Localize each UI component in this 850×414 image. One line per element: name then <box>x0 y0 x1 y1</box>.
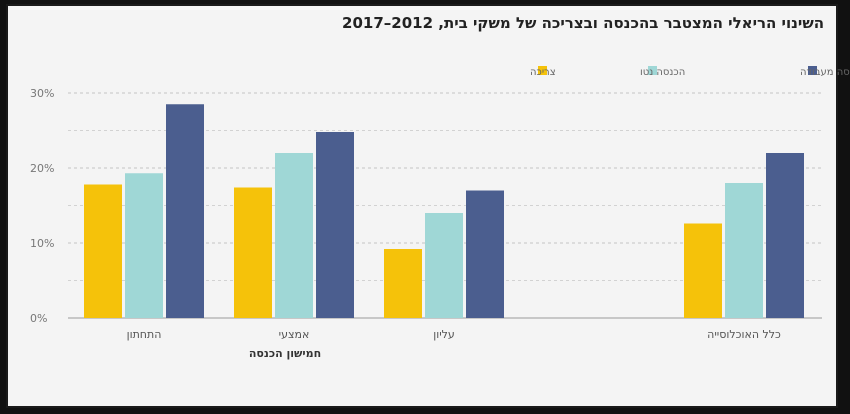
bar <box>84 184 122 318</box>
legend-label: הכנסה נטו <box>640 67 685 78</box>
y-tick-label: 10% <box>30 237 54 250</box>
legend-swatch <box>648 66 657 75</box>
legend-swatch <box>808 66 817 75</box>
bar <box>234 187 272 318</box>
x-tick-label: אמצעי <box>279 328 310 341</box>
bar <box>466 190 504 318</box>
bar <box>275 153 313 318</box>
x-tick-label: עליון <box>433 328 455 341</box>
legend-swatch <box>538 66 547 75</box>
chart-title: השינוי הריאלי המצטבר בהכנסה ובצריכה של מ… <box>342 14 824 32</box>
y-tick-label: 30% <box>30 87 54 100</box>
bar <box>316 132 354 318</box>
bar <box>384 249 422 318</box>
bar <box>766 153 804 318</box>
bar <box>425 213 463 318</box>
legend-label: צריכה <box>530 67 556 78</box>
bar <box>684 223 722 318</box>
y-tick-label: 20% <box>30 162 54 175</box>
x-tick-label: התחתון <box>127 328 162 341</box>
x-tick-label: כלל האוכלוסייה <box>707 328 781 341</box>
legend-label: הכנסה מעבודה <box>800 67 850 78</box>
y-tick-label: 0% <box>30 312 47 325</box>
bar <box>725 183 763 318</box>
bar <box>125 173 163 318</box>
x-axis-label: חמישון הכנסה <box>249 347 321 360</box>
bar <box>166 104 204 318</box>
